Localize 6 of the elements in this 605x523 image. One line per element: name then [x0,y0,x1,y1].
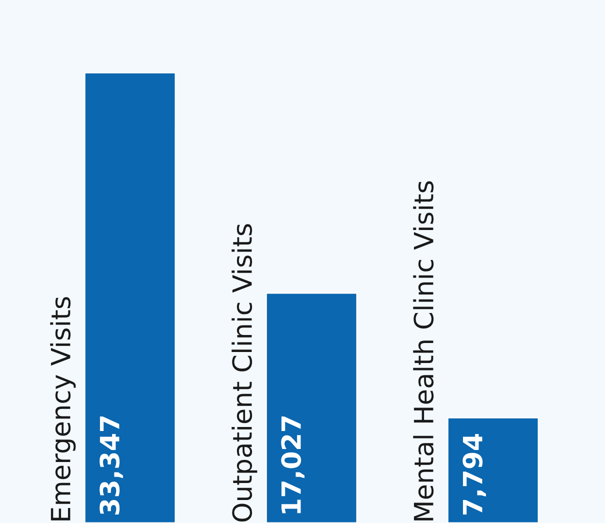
x-tick-label: Emergency Visits [50,297,76,520]
x-tick-label: Mental Health Clinic Visits [413,181,434,520]
data-label: 7,794 [462,434,486,514]
data-label: 33,347 [100,416,123,514]
data-label: 17,027 [281,416,304,514]
x-tick-label: Outpatient Clinic Visits [232,224,258,522]
